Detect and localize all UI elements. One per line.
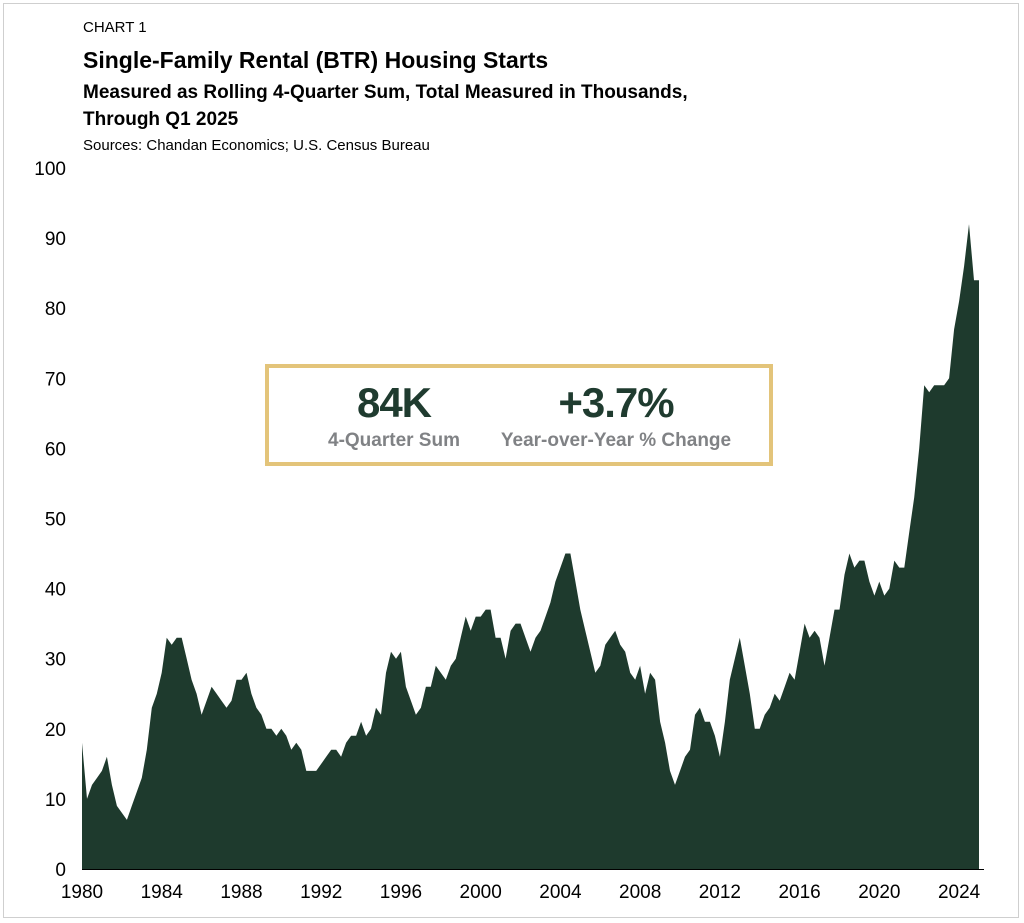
x-tick-label-1996: 1996 — [380, 882, 422, 903]
chart-frame — [3, 3, 1019, 918]
series-area-btr-starts — [82, 224, 979, 870]
x-tick-label-2004: 2004 — [539, 882, 582, 903]
x-tick-label-2020: 2020 — [858, 882, 900, 903]
x-axis: 1980 1984 1988 1992 1996 2000 2004 2008 2012 2016… — [61, 882, 981, 903]
chart-subtitle-line-1: Measured as Rolling 4-Quarter Sum, Total… — [83, 82, 688, 103]
y-tick-label-20: 20 — [45, 720, 66, 741]
kpi-yoy-value: +3.7% — [558, 379, 674, 426]
x-tick-label-2000: 2000 — [460, 882, 502, 903]
y-tick-label-10: 10 — [45, 790, 66, 811]
kpi-sum: 84K 4-Quarter Sum — [309, 382, 479, 452]
x-tick-label-2016: 2016 — [778, 882, 820, 903]
y-tick-label-80: 80 — [45, 299, 66, 320]
y-tick-label-60: 60 — [45, 439, 66, 460]
chart-title: Single-Family Rental (BTR) Housing Start… — [83, 47, 549, 73]
kpi-yoy-label: Year-over-Year % Change — [500, 430, 732, 451]
kpi-yoy: +3.7% Year-over-Year % Change — [491, 382, 741, 452]
y-tick-label-70: 70 — [45, 369, 66, 390]
y-tick-label-90: 90 — [45, 229, 66, 250]
chart-label: CHART 1 — [83, 19, 147, 36]
x-tick-label-2024: 2024 — [938, 882, 981, 903]
kpi-callout-box: 84K 4-Quarter Sum +3.7% Year-over-Year %… — [265, 364, 773, 466]
chart-subtitle-line-2: Through Q1 2025 — [83, 109, 239, 130]
x-tick-label-2012: 2012 — [699, 882, 741, 903]
y-axis: 0 10 20 30 40 50 60 70 80 90 100 — [34, 159, 66, 881]
kpi-sum-value: 84K — [356, 379, 432, 426]
y-tick-label-40: 40 — [45, 580, 66, 601]
y-tick-label-100: 100 — [34, 159, 66, 180]
y-tick-label-0: 0 — [55, 860, 66, 881]
x-tick-label-1980: 1980 — [61, 882, 103, 903]
chart-sources: Sources: Chandan Economics; U.S. Census … — [83, 137, 430, 154]
x-tick-label-1984: 1984 — [141, 882, 184, 903]
x-tick-label-2008: 2008 — [619, 882, 661, 903]
x-tick-label-1992: 1992 — [300, 882, 342, 903]
x-tick-label-1988: 1988 — [220, 882, 262, 903]
y-tick-label-30: 30 — [45, 650, 66, 671]
y-tick-label-50: 50 — [45, 510, 66, 531]
kpi-sum-label: 4-Quarter Sum — [328, 430, 460, 451]
